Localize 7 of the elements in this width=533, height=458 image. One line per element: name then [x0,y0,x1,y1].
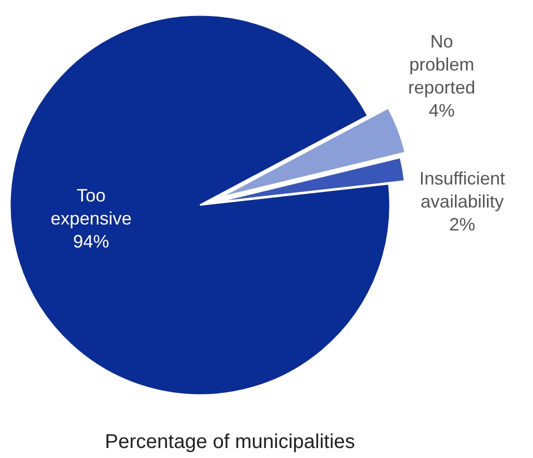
data-label: 4% [428,100,455,121]
text: Percentage of municipalities [104,431,356,453]
slice-label: Too expensive [50,186,132,229]
slice-label: Insufficient availability [419,168,506,212]
data-label: 94% [73,232,110,252]
data-label: 2% [449,214,476,235]
slice-label: No problem reported [408,32,476,98]
